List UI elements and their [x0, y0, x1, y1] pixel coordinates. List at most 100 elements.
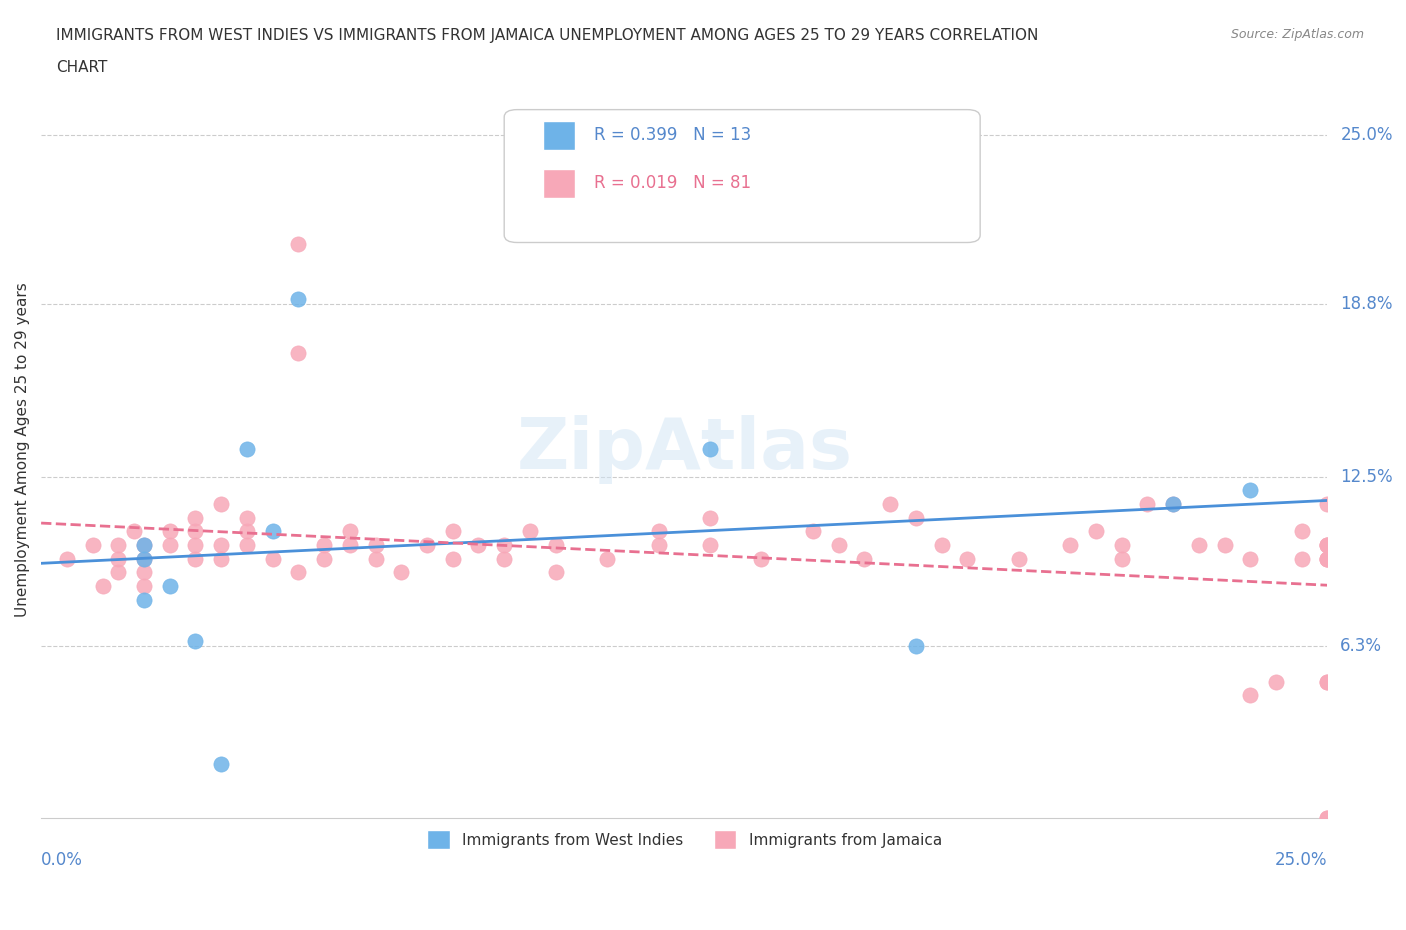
Point	[1316, 538, 1339, 552]
Point	[184, 538, 207, 552]
Point	[132, 565, 155, 579]
Point	[1213, 538, 1236, 552]
Point	[956, 551, 979, 566]
Point	[56, 551, 79, 566]
Text: IMMIGRANTS FROM WEST INDIES VS IMMIGRANTS FROM JAMAICA UNEMPLOYMENT AMONG AGES 2: IMMIGRANTS FROM WEST INDIES VS IMMIGRANT…	[56, 28, 1039, 43]
Point	[287, 291, 309, 306]
Point	[1316, 551, 1339, 566]
Point	[262, 551, 284, 566]
Y-axis label: Unemployment Among Ages 25 to 29 years: Unemployment Among Ages 25 to 29 years	[15, 282, 30, 617]
Point	[416, 538, 439, 552]
Point	[1161, 497, 1184, 512]
Point	[132, 538, 155, 552]
Point	[236, 442, 259, 457]
Point	[209, 756, 232, 771]
Text: Source: ZipAtlas.com: Source: ZipAtlas.com	[1230, 28, 1364, 41]
Point	[1239, 688, 1261, 703]
Point	[1316, 811, 1339, 826]
Point	[262, 524, 284, 538]
Text: R = 0.399   N = 13: R = 0.399 N = 13	[595, 126, 751, 144]
Point	[132, 551, 155, 566]
Text: 25.0%: 25.0%	[1340, 126, 1393, 144]
Point	[1316, 811, 1339, 826]
Point	[699, 510, 721, 525]
Point	[1111, 551, 1133, 566]
Point	[314, 538, 336, 552]
Point	[1239, 483, 1261, 498]
Point	[107, 565, 129, 579]
Point	[132, 578, 155, 593]
Point	[287, 237, 309, 252]
Point	[1136, 497, 1159, 512]
Point	[1239, 551, 1261, 566]
Point	[801, 524, 824, 538]
Point	[1316, 538, 1339, 552]
Point	[647, 538, 669, 552]
Point	[236, 510, 259, 525]
Text: 6.3%: 6.3%	[1340, 637, 1382, 655]
Point	[1059, 538, 1081, 552]
Point	[1161, 497, 1184, 512]
Point	[544, 565, 567, 579]
Point	[82, 538, 104, 552]
Point	[1008, 551, 1031, 566]
Point	[596, 551, 619, 566]
Point	[1265, 674, 1288, 689]
Point	[184, 524, 207, 538]
Point	[184, 551, 207, 566]
Legend: Immigrants from West Indies, Immigrants from Jamaica: Immigrants from West Indies, Immigrants …	[420, 824, 948, 855]
Point	[1316, 674, 1339, 689]
Point	[184, 633, 207, 648]
Point	[287, 346, 309, 361]
Point	[1291, 524, 1313, 538]
Point	[1084, 524, 1107, 538]
Point	[494, 551, 516, 566]
Point	[209, 538, 232, 552]
Point	[519, 524, 541, 538]
Point	[209, 497, 232, 512]
Point	[931, 538, 953, 552]
Point	[159, 538, 181, 552]
Text: R = 0.019   N = 81: R = 0.019 N = 81	[595, 175, 751, 193]
Point	[314, 551, 336, 566]
Point	[1316, 497, 1339, 512]
Point	[853, 551, 876, 566]
Point	[159, 578, 181, 593]
Point	[1316, 551, 1339, 566]
Point	[879, 497, 901, 512]
Text: ZipAtlas: ZipAtlas	[516, 415, 852, 484]
Text: 0.0%: 0.0%	[41, 852, 83, 870]
Point	[209, 551, 232, 566]
Point	[287, 565, 309, 579]
Point	[1111, 538, 1133, 552]
Text: 12.5%: 12.5%	[1340, 468, 1393, 485]
Point	[1291, 551, 1313, 566]
Point	[1188, 538, 1211, 552]
Point	[751, 551, 773, 566]
Point	[122, 524, 145, 538]
Point	[467, 538, 489, 552]
Text: 25.0%: 25.0%	[1275, 852, 1327, 870]
Point	[904, 639, 927, 654]
FancyBboxPatch shape	[543, 168, 575, 198]
Point	[236, 524, 259, 538]
Point	[904, 510, 927, 525]
Point	[339, 524, 361, 538]
Point	[827, 538, 849, 552]
Point	[441, 551, 464, 566]
Point	[107, 538, 129, 552]
Point	[236, 538, 259, 552]
Point	[1316, 551, 1339, 566]
FancyBboxPatch shape	[505, 110, 980, 243]
Point	[364, 551, 387, 566]
Point	[364, 538, 387, 552]
Point	[544, 538, 567, 552]
Point	[132, 592, 155, 607]
Point	[107, 551, 129, 566]
FancyBboxPatch shape	[543, 121, 575, 151]
Point	[647, 524, 669, 538]
Point	[1316, 538, 1339, 552]
Text: CHART: CHART	[56, 60, 108, 75]
Point	[494, 538, 516, 552]
Point	[1316, 674, 1339, 689]
